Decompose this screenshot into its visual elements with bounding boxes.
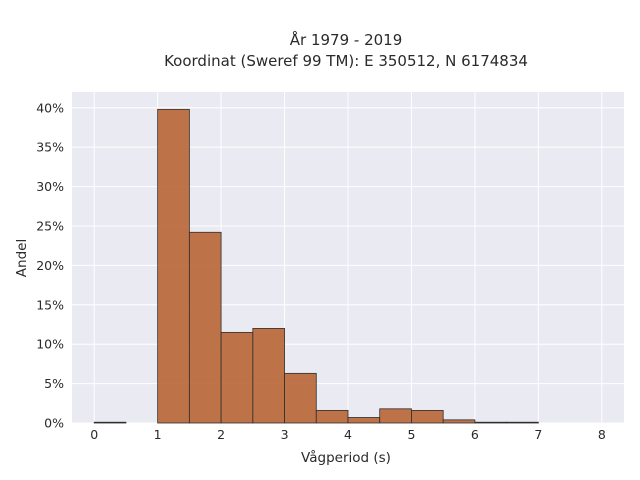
y-tick-label: 0% xyxy=(44,416,64,431)
x-tick-label: 6 xyxy=(471,427,479,442)
histogram-bar xyxy=(474,421,508,424)
y-tick-label: 30% xyxy=(36,179,64,194)
y-tick-label: 5% xyxy=(44,376,64,391)
x-tick-label: 0 xyxy=(90,427,98,442)
tick-layer: 0% 5% 10% 15% 20% 25% 30% 35% 40% 0 1 2 3 4 5 6 7 8 xyxy=(36,100,606,442)
histogram-bar xyxy=(252,328,285,424)
x-tick-label: 3 xyxy=(281,427,289,442)
chart-title-line1: År 1979 - 2019 xyxy=(290,30,403,49)
x-tick-label: 5 xyxy=(407,427,415,442)
histogram-bar xyxy=(284,372,317,424)
x-axis-label: Vågperiod (s) xyxy=(301,449,391,466)
histogram-bar xyxy=(93,421,127,424)
y-tick-label: 40% xyxy=(36,100,64,115)
histogram-bar xyxy=(188,231,222,424)
histogram-bar xyxy=(411,409,444,424)
y-tick-label: 10% xyxy=(36,337,64,352)
y-tick-label: 25% xyxy=(36,218,64,233)
y-tick-label: 35% xyxy=(36,140,64,155)
histogram-bar xyxy=(347,417,381,424)
x-tick-label: 1 xyxy=(154,427,162,442)
histogram-bar xyxy=(315,409,349,424)
histogram-bar xyxy=(157,108,190,424)
y-tick-label: 15% xyxy=(36,297,64,312)
histogram-bar xyxy=(220,331,254,424)
bar-layer xyxy=(93,108,539,424)
y-axis-label: Andel xyxy=(14,239,30,277)
x-tick-label: 4 xyxy=(344,427,352,442)
chart-title-line2: Koordinat (Sweref 99 TM): E 350512, N 61… xyxy=(164,52,528,70)
x-tick-label: 2 xyxy=(217,427,225,442)
y-tick-label: 20% xyxy=(36,258,64,273)
x-tick-label: 7 xyxy=(534,427,542,442)
x-tick-label: 8 xyxy=(598,427,606,442)
histogram-bar xyxy=(442,419,476,424)
histogram-bar xyxy=(506,421,539,424)
histogram-bar xyxy=(379,408,412,424)
